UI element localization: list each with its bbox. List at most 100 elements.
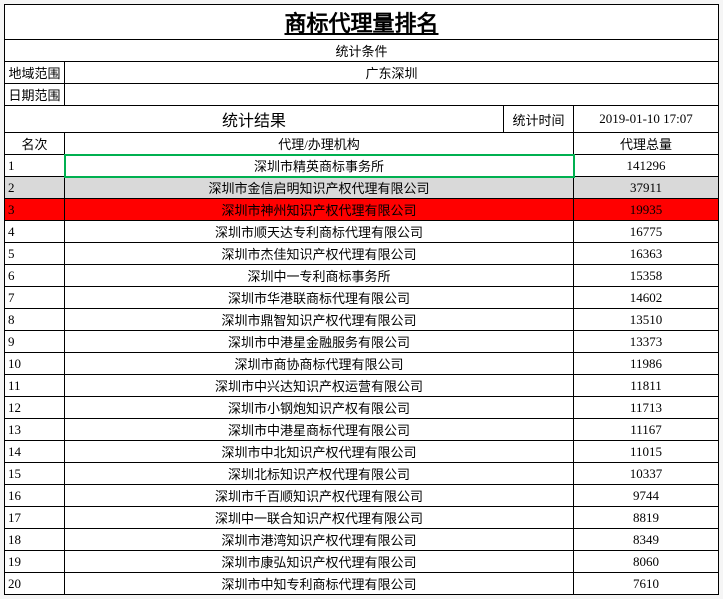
total-cell[interactable]: 16775: [574, 221, 719, 243]
total-cell[interactable]: 8819: [574, 507, 719, 529]
table-row[interactable]: 8深圳市鼎智知识产权代理有限公司13510: [5, 309, 719, 331]
col-agency-header: 代理/办理机构: [65, 133, 574, 155]
rank-cell[interactable]: 9: [5, 331, 65, 353]
data-rows: 1深圳市精英商标事务所1412962深圳市金信启明知识产权代理有限公司37911…: [5, 155, 719, 595]
total-cell[interactable]: 19935: [574, 199, 719, 221]
rank-cell[interactable]: 18: [5, 529, 65, 551]
table-row[interactable]: 11深圳市中兴达知识产权运营有限公司11811: [5, 375, 719, 397]
table-row[interactable]: 18深圳市港湾知识产权代理有限公司8349: [5, 529, 719, 551]
agency-cell[interactable]: 深圳中一联合知识产权代理有限公司: [65, 507, 574, 529]
agency-cell[interactable]: 深圳中一专利商标事务所: [65, 265, 574, 287]
total-cell[interactable]: 7610: [574, 573, 719, 595]
agency-cell[interactable]: 深圳市金信启明知识产权代理有限公司: [65, 177, 574, 199]
column-header-row: 名次 代理/办理机构 代理总量: [5, 133, 719, 155]
agency-cell[interactable]: 深圳市鼎智知识产权代理有限公司: [65, 309, 574, 331]
filter-region-value: 广东深圳: [65, 62, 719, 84]
filter-header-row: 统计条件: [5, 40, 719, 62]
table-row[interactable]: 12深圳市小钢炮知识产权有限公司11713: [5, 397, 719, 419]
agency-cell[interactable]: 深圳市中北知识产权代理有限公司: [65, 441, 574, 463]
rank-cell[interactable]: 3: [5, 199, 65, 221]
agency-cell[interactable]: 深圳市中港星商标代理有限公司: [65, 419, 574, 441]
rank-cell[interactable]: 7: [5, 287, 65, 309]
result-header-row: 统计结果 统计时间 2019-01-10 17:07: [5, 106, 719, 133]
rank-cell[interactable]: 14: [5, 441, 65, 463]
rank-cell[interactable]: 13: [5, 419, 65, 441]
table-row[interactable]: 1深圳市精英商标事务所141296: [5, 155, 719, 177]
agency-cell[interactable]: 深圳市港湾知识产权代理有限公司: [65, 529, 574, 551]
agency-cell[interactable]: 深圳市小钢炮知识产权有限公司: [65, 397, 574, 419]
stat-time-label: 统计时间: [504, 106, 574, 133]
total-cell[interactable]: 13510: [574, 309, 719, 331]
total-cell[interactable]: 8060: [574, 551, 719, 573]
rank-cell[interactable]: 15: [5, 463, 65, 485]
agency-cell[interactable]: 深圳市精英商标事务所: [65, 155, 574, 177]
rank-cell[interactable]: 1: [5, 155, 65, 177]
total-cell[interactable]: 37911: [574, 177, 719, 199]
rank-cell[interactable]: 2: [5, 177, 65, 199]
table-row[interactable]: 9深圳市中港星金融服务有限公司13373: [5, 331, 719, 353]
rank-cell[interactable]: 10: [5, 353, 65, 375]
ranking-table: 商标代理量排名 统计条件 地域范围 广东深圳 日期范围 统计结果 统计时间 20…: [4, 4, 719, 595]
total-cell[interactable]: 141296: [574, 155, 719, 177]
agency-cell[interactable]: 深圳市华港联商标代理有限公司: [65, 287, 574, 309]
table-row[interactable]: 17深圳中一联合知识产权代理有限公司8819: [5, 507, 719, 529]
rank-cell[interactable]: 4: [5, 221, 65, 243]
agency-cell[interactable]: 深圳市中知专利商标代理有限公司: [65, 573, 574, 595]
table-row[interactable]: 10深圳市商协商标代理有限公司11986: [5, 353, 719, 375]
agency-cell[interactable]: 深圳市杰佳知识产权代理有限公司: [65, 243, 574, 265]
total-cell[interactable]: 11713: [574, 397, 719, 419]
filter-region-label: 地域范围: [5, 62, 65, 84]
agency-cell[interactable]: 深圳北标知识产权代理有限公司: [65, 463, 574, 485]
agency-cell[interactable]: 深圳市顺天达专利商标代理有限公司: [65, 221, 574, 243]
agency-cell[interactable]: 深圳市神州知识产权代理有限公司: [65, 199, 574, 221]
rank-cell[interactable]: 11: [5, 375, 65, 397]
total-cell[interactable]: 13373: [574, 331, 719, 353]
table-row[interactable]: 5深圳市杰佳知识产权代理有限公司16363: [5, 243, 719, 265]
total-cell[interactable]: 10337: [574, 463, 719, 485]
table-row[interactable]: 4深圳市顺天达专利商标代理有限公司16775: [5, 221, 719, 243]
total-cell[interactable]: 15358: [574, 265, 719, 287]
result-header: 统计结果: [5, 106, 504, 133]
filter-date-row: 日期范围: [5, 84, 719, 106]
filter-date-value: [65, 84, 719, 106]
rank-cell[interactable]: 5: [5, 243, 65, 265]
agency-cell[interactable]: 深圳市康弘知识产权代理有限公司: [65, 551, 574, 573]
agency-cell[interactable]: 深圳市商协商标代理有限公司: [65, 353, 574, 375]
table-row[interactable]: 7深圳市华港联商标代理有限公司14602: [5, 287, 719, 309]
rank-cell[interactable]: 17: [5, 507, 65, 529]
rank-cell[interactable]: 16: [5, 485, 65, 507]
agency-cell[interactable]: 深圳市中港星金融服务有限公司: [65, 331, 574, 353]
table-row[interactable]: 19深圳市康弘知识产权代理有限公司8060: [5, 551, 719, 573]
rank-cell[interactable]: 19: [5, 551, 65, 573]
table-row[interactable]: 20深圳市中知专利商标代理有限公司7610: [5, 573, 719, 595]
filter-region-row: 地域范围 广东深圳: [5, 62, 719, 84]
table-row[interactable]: 14深圳市中北知识产权代理有限公司11015: [5, 441, 719, 463]
rank-cell[interactable]: 12: [5, 397, 65, 419]
rank-cell[interactable]: 8: [5, 309, 65, 331]
stat-time-value: 2019-01-10 17:07: [574, 106, 719, 133]
table-row[interactable]: 3深圳市神州知识产权代理有限公司19935: [5, 199, 719, 221]
page-title: 商标代理量排名: [5, 5, 719, 40]
agency-cell[interactable]: 深圳市中兴达知识产权运营有限公司: [65, 375, 574, 397]
col-rank-header: 名次: [5, 133, 65, 155]
filter-header: 统计条件: [5, 40, 719, 62]
total-cell[interactable]: 9744: [574, 485, 719, 507]
total-cell[interactable]: 14602: [574, 287, 719, 309]
table-row[interactable]: 6深圳中一专利商标事务所15358: [5, 265, 719, 287]
agency-cell[interactable]: 深圳市千百顺知识产权代理有限公司: [65, 485, 574, 507]
rank-cell[interactable]: 6: [5, 265, 65, 287]
spreadsheet: 商标代理量排名 统计条件 地域范围 广东深圳 日期范围 统计结果 统计时间 20…: [4, 4, 719, 595]
rank-cell[interactable]: 20: [5, 573, 65, 595]
table-row[interactable]: 15深圳北标知识产权代理有限公司10337: [5, 463, 719, 485]
total-cell[interactable]: 11167: [574, 419, 719, 441]
total-cell[interactable]: 11015: [574, 441, 719, 463]
table-row[interactable]: 16深圳市千百顺知识产权代理有限公司9744: [5, 485, 719, 507]
filter-date-label: 日期范围: [5, 84, 65, 106]
table-row[interactable]: 2深圳市金信启明知识产权代理有限公司37911: [5, 177, 719, 199]
table-row[interactable]: 13深圳市中港星商标代理有限公司11167: [5, 419, 719, 441]
col-total-header: 代理总量: [574, 133, 719, 155]
total-cell[interactable]: 8349: [574, 529, 719, 551]
total-cell[interactable]: 16363: [574, 243, 719, 265]
total-cell[interactable]: 11811: [574, 375, 719, 397]
total-cell[interactable]: 11986: [574, 353, 719, 375]
